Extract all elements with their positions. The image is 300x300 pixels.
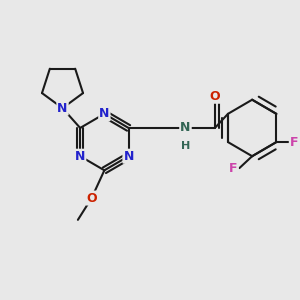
Text: N: N bbox=[75, 150, 86, 163]
Text: O: O bbox=[86, 192, 97, 205]
Text: H: H bbox=[181, 141, 190, 151]
Text: N: N bbox=[57, 102, 68, 115]
Text: N: N bbox=[99, 107, 110, 120]
Text: O: O bbox=[210, 90, 220, 103]
Text: N: N bbox=[180, 122, 191, 134]
Text: F: F bbox=[229, 162, 238, 175]
Text: N: N bbox=[123, 150, 134, 163]
Text: F: F bbox=[290, 136, 298, 148]
